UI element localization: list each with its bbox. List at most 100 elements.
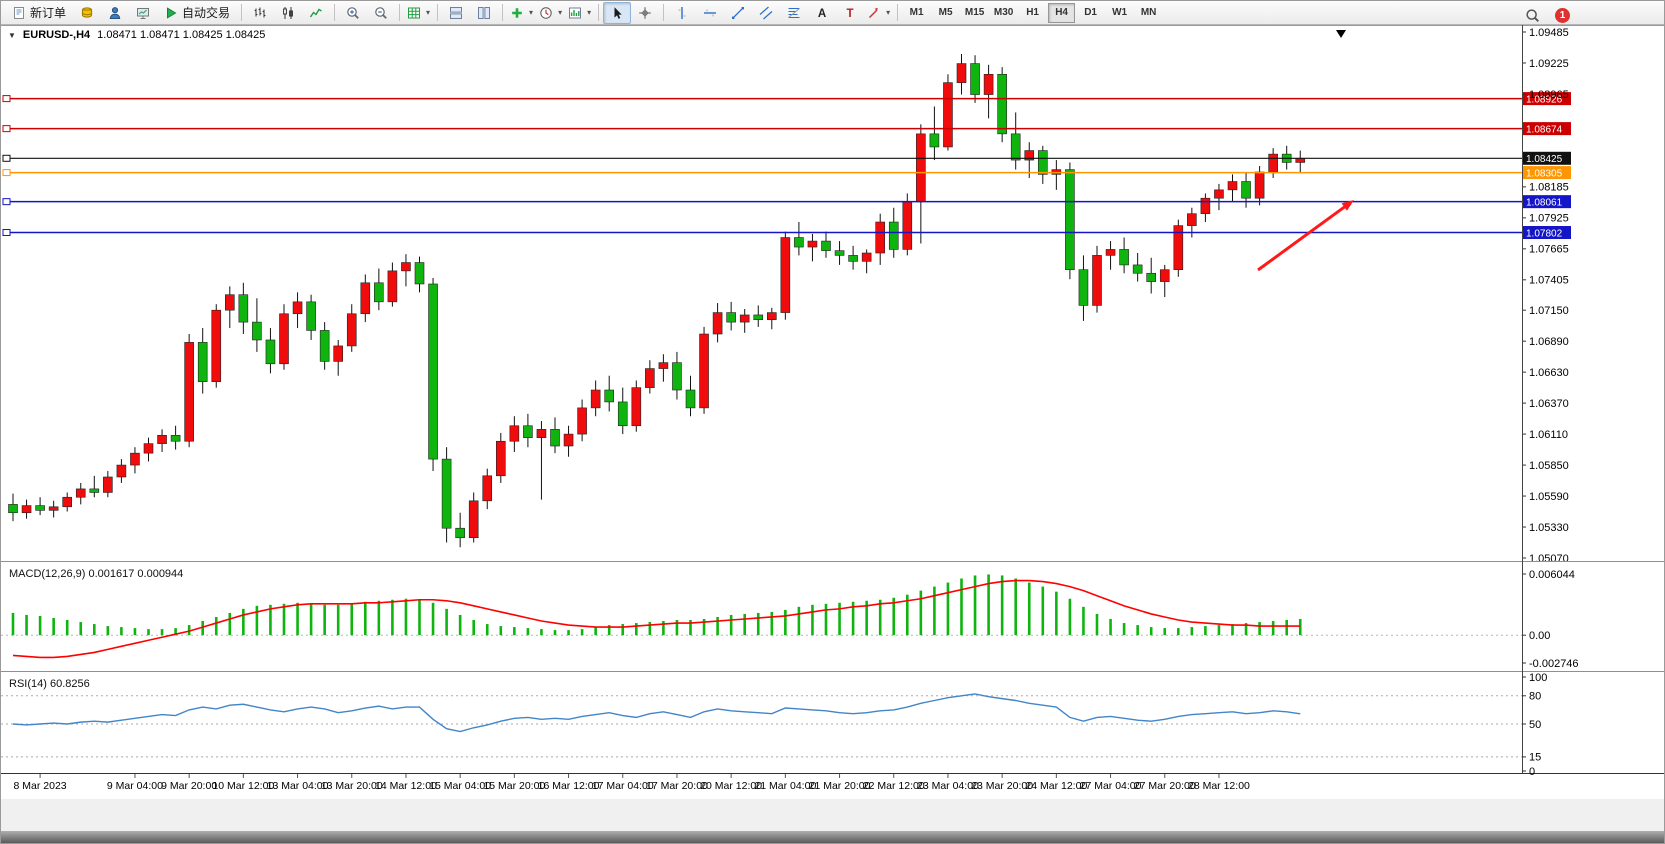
- time-tick-label: 17 Mar 04:00: [592, 780, 654, 792]
- search-button[interactable]: [1518, 4, 1546, 26]
- periods-button[interactable]: ▾: [536, 2, 565, 24]
- price-tick-label: 1.06630: [1529, 367, 1569, 379]
- candlestick-mode-button[interactable]: [274, 2, 302, 24]
- rsi-tick-label: 0: [1529, 766, 1535, 778]
- candle-body: [1295, 157, 1306, 163]
- timeframe-mn-button[interactable]: MN: [1140, 7, 1157, 18]
- fibonacci-button[interactable]: [780, 2, 808, 24]
- caret-down-icon: ▾: [529, 8, 534, 17]
- candle-body: [834, 250, 845, 256]
- candle-body: [157, 434, 167, 444]
- arrows-button[interactable]: ▾: [864, 2, 893, 24]
- templates-button[interactable]: ▾: [565, 2, 594, 24]
- timeframe-h4-button[interactable]: H4: [1048, 2, 1076, 23]
- coins-icon: [81, 6, 93, 18]
- crosshair-button[interactable]: [631, 2, 659, 24]
- timeframe-m30-button[interactable]: M30: [993, 7, 1014, 18]
- candle-body: [631, 387, 642, 427]
- candles-icon: [283, 6, 293, 19]
- timeframe-d1-button[interactable]: D1: [1084, 7, 1097, 18]
- time-tick-label: 17 Mar 20:00: [646, 780, 708, 792]
- zoom-in-button[interactable]: [339, 2, 367, 24]
- price-tick-label: 1.06890: [1529, 336, 1569, 348]
- candle-body: [848, 255, 858, 262]
- line-anchor-marker: [2, 125, 11, 133]
- rsi-tick-label: 50: [1529, 719, 1541, 731]
- price-tick-label: 1.07150: [1529, 305, 1569, 317]
- candle-body: [468, 500, 479, 539]
- gridgreen-icon: [408, 7, 421, 18]
- line-anchor-marker: [2, 198, 11, 206]
- vertical-line-button[interactable]: [668, 2, 696, 24]
- tile-windows-button[interactable]: [442, 2, 470, 24]
- tileh-icon: [450, 6, 463, 19]
- macd-pane[interactable]: MACD(12,26,9) 0.001617 0.000944 0.006044 0…: [1, 568, 1579, 670]
- price-tick-label: 1.06110: [1529, 429, 1568, 441]
- candle-body: [1038, 150, 1048, 175]
- candle-body: [1159, 269, 1170, 282]
- indicators-button[interactable]: ▾: [507, 2, 536, 24]
- price-tag-text: 1.08674: [1526, 124, 1563, 135]
- price-tag: [1523, 226, 1571, 240]
- auto-trading-button-label: 自动交易: [182, 6, 231, 20]
- candle-body: [1065, 169, 1075, 270]
- price-tick-label: 1.09485: [1529, 27, 1569, 39]
- collapse-ohlc-icon[interactable]: ▼: [8, 30, 16, 40]
- candle-body: [143, 443, 154, 454]
- candle-body: [319, 330, 330, 362]
- price-tick-label: 1.07405: [1529, 275, 1569, 287]
- profiles-button[interactable]: [470, 2, 498, 24]
- play-icon: [167, 6, 177, 19]
- text-button[interactable]: A: [808, 2, 836, 24]
- candle-body: [875, 221, 886, 254]
- price-tick-label: 1.09225: [1529, 58, 1569, 70]
- timeframe-h1-button[interactable]: H1: [1026, 7, 1039, 18]
- chart-shift-marker-icon[interactable]: [1336, 30, 1346, 38]
- toolbar-separator: [437, 4, 439, 21]
- chart-background: [1, 25, 1664, 799]
- horizontal-line-button[interactable]: [696, 2, 724, 24]
- auto-trading-button[interactable]: 自动交易: [157, 2, 237, 24]
- rsi-pane[interactable]: RSI(14) 60.8256 100 80 50 15 0: [1, 672, 1547, 778]
- toolbar-separator: [663, 4, 665, 21]
- chart-list-button[interactable]: [73, 2, 101, 24]
- caret-down-icon: ▾: [558, 8, 563, 17]
- candle-body: [590, 389, 601, 409]
- time-tick-label: 24 Mar 12:00: [1025, 780, 1087, 792]
- candle-body: [821, 240, 831, 251]
- candle-body: [766, 312, 777, 321]
- candle-body: [265, 339, 276, 365]
- trend-arrow-annotation[interactable]: [1257, 204, 1348, 272]
- new-order-button[interactable]: 新订单: [5, 2, 73, 24]
- candle-body: [645, 368, 655, 388]
- new-order-button-label: 新订单: [30, 6, 67, 20]
- candle-body: [794, 237, 804, 248]
- cursor-button[interactable]: [603, 1, 632, 24]
- candle-body: [1227, 181, 1238, 191]
- channel-button[interactable]: [752, 2, 780, 24]
- new-chart-button[interactable]: ▾: [404, 2, 433, 24]
- candle-body: [75, 488, 86, 498]
- price-tick-label: 1.05330: [1529, 522, 1569, 534]
- line-chart-mode-button[interactable]: [302, 2, 330, 24]
- candle-body: [658, 362, 669, 369]
- timeframe-m5-button[interactable]: M5: [938, 7, 953, 18]
- data-window-button[interactable]: [129, 2, 157, 24]
- candle-body: [455, 527, 465, 539]
- trendline-button[interactable]: [724, 2, 752, 24]
- zoom-out-button[interactable]: [367, 2, 395, 24]
- timeframe-m15-button[interactable]: M15: [964, 7, 985, 18]
- label-button[interactable]: T: [836, 2, 864, 24]
- notification-badge[interactable]: 1: [1555, 7, 1570, 23]
- candle-body: [1214, 189, 1224, 199]
- market-watch-button[interactable]: [101, 2, 129, 24]
- macd-tick-label: 0.00: [1529, 630, 1550, 642]
- toolbar-separator: [399, 4, 401, 21]
- timeframe-m1-button[interactable]: M1: [909, 7, 924, 18]
- timeframe-w1-button[interactable]: W1: [1112, 7, 1128, 18]
- price-tick-label: 1.08965: [1529, 89, 1569, 101]
- price-tag-text: 1.08305: [1526, 168, 1563, 179]
- bar-chart-mode-button[interactable]: [246, 2, 274, 24]
